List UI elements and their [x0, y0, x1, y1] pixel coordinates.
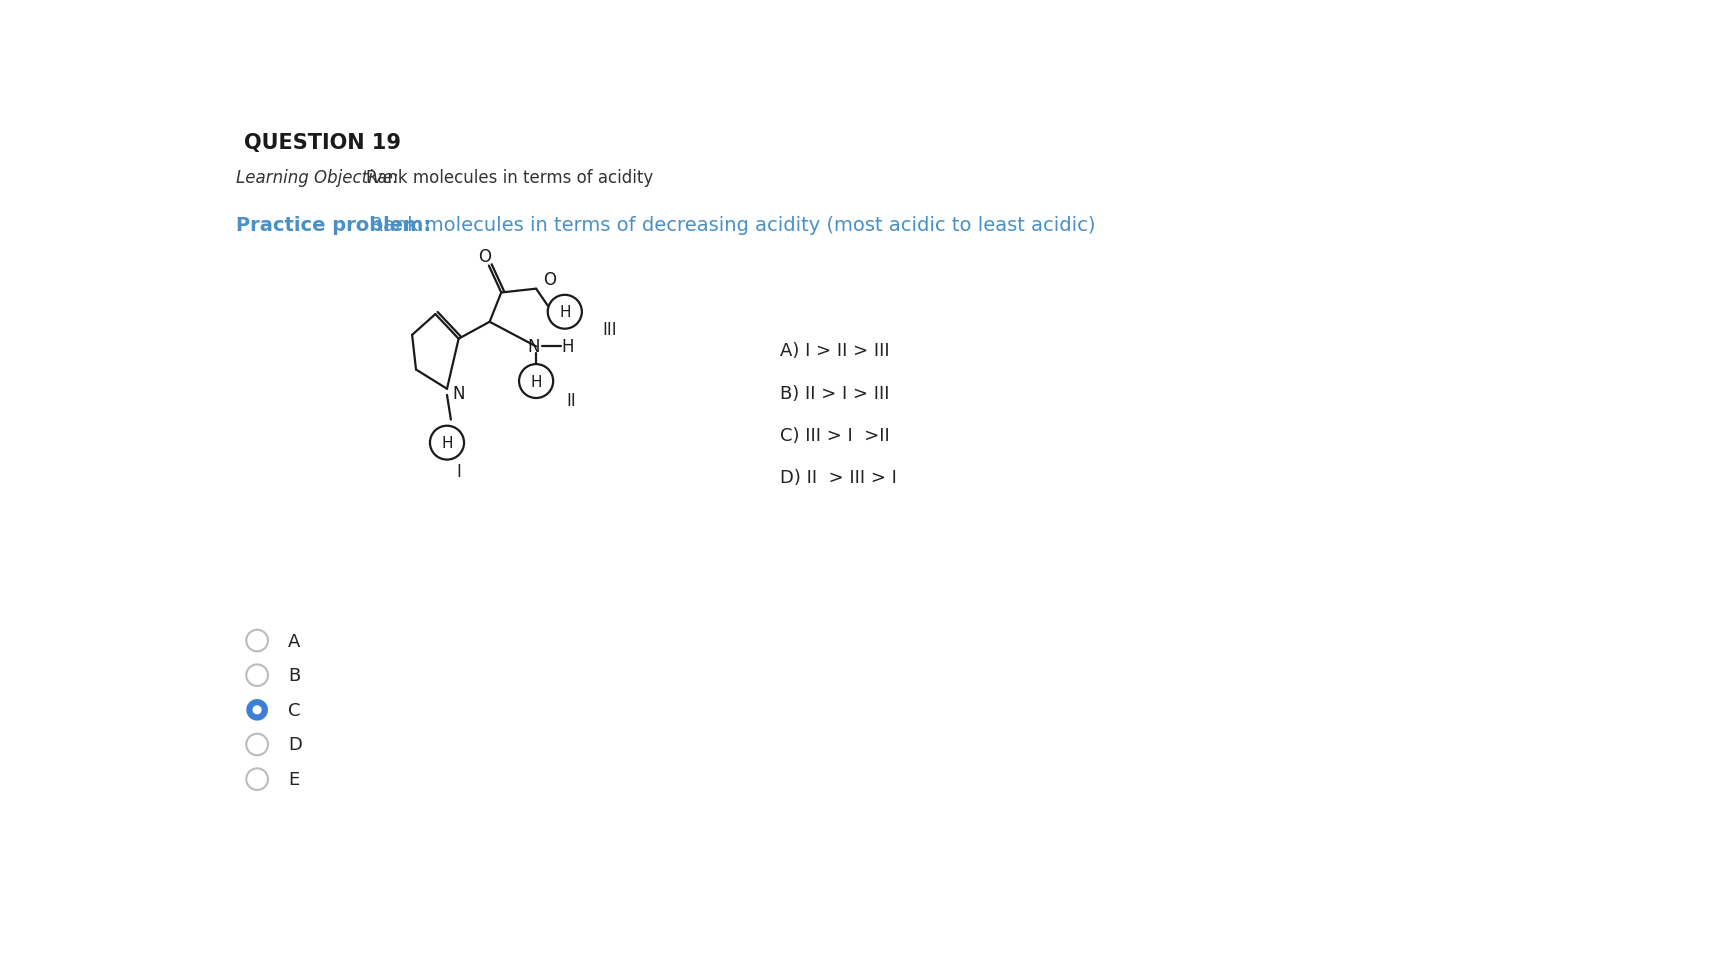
- Text: A) I > II > III: A) I > II > III: [781, 342, 891, 359]
- Text: E: E: [288, 770, 299, 789]
- Text: N: N: [527, 338, 541, 356]
- Text: H: H: [559, 305, 570, 320]
- Text: O: O: [544, 271, 556, 289]
- Text: D) II  > III > I: D) II > III > I: [781, 469, 897, 486]
- Circle shape: [254, 706, 261, 714]
- Text: Learning Objective:: Learning Objective:: [237, 169, 398, 187]
- Text: C) III > I  >II: C) III > I >II: [781, 426, 891, 445]
- Text: H: H: [561, 338, 575, 356]
- Text: B) II > I > III: B) II > I > III: [781, 384, 891, 402]
- Text: III: III: [602, 321, 618, 339]
- Text: H: H: [530, 374, 542, 390]
- Text: D: D: [288, 735, 302, 754]
- Text: O: O: [479, 247, 491, 266]
- Text: Practice problem:: Practice problem:: [237, 216, 431, 235]
- Text: B: B: [288, 667, 300, 684]
- Circle shape: [247, 700, 268, 721]
- Text: Rank molecules in terms of acidity: Rank molecules in terms of acidity: [366, 169, 652, 187]
- Text: C: C: [288, 702, 300, 719]
- Text: H: H: [441, 436, 453, 451]
- Text: A: A: [288, 632, 300, 650]
- Text: I: I: [456, 462, 462, 481]
- Text: QUESTION 19: QUESTION 19: [244, 133, 402, 153]
- Text: Rank molecules in terms of decreasing acidity (most acidic to least acidic): Rank molecules in terms of decreasing ac…: [369, 216, 1095, 235]
- Text: N: N: [453, 384, 465, 402]
- Text: II: II: [566, 391, 577, 410]
